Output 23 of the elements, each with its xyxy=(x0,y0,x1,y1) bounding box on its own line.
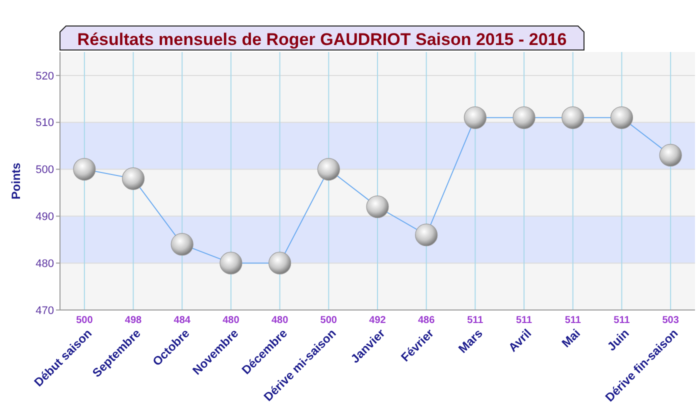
data-label: 480 xyxy=(222,315,240,326)
data-label: 484 xyxy=(174,315,191,326)
y-tick-label: 510 xyxy=(36,117,54,130)
data-label: 503 xyxy=(662,315,680,326)
data-label: 500 xyxy=(320,315,338,326)
data-label: 511 xyxy=(564,315,582,326)
data-label: 486 xyxy=(418,315,436,326)
y-tick-label: 470 xyxy=(36,304,54,317)
data-label: 511 xyxy=(467,315,484,326)
y-axis-title: Points xyxy=(9,162,23,200)
data-label: 511 xyxy=(614,315,630,326)
data-label: 511 xyxy=(516,315,533,326)
x-tick-label: Mai xyxy=(558,326,584,350)
data-label: 480 xyxy=(271,315,289,326)
y-tick-label: 520 xyxy=(36,70,54,82)
data-label: 500 xyxy=(76,315,94,326)
y-tick-label: 490 xyxy=(36,211,54,224)
data-label: 492 xyxy=(369,315,386,326)
y-tick-label: 500 xyxy=(36,164,54,176)
chart-title: Résultats mensuels de Roger GAUDRIOT Saison 2015 - 2016 xyxy=(77,30,567,49)
data-label: 498 xyxy=(124,315,142,326)
x-tick-label: Juin xyxy=(604,326,632,354)
y-tick-label: 480 xyxy=(36,258,54,270)
